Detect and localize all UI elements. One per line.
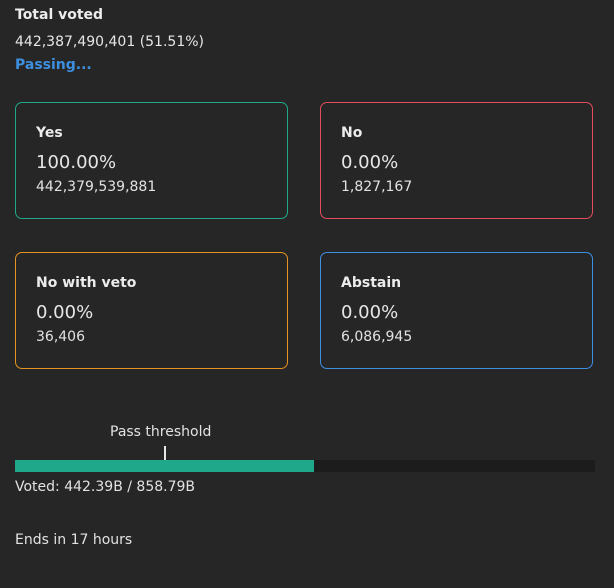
option-card-no-with-veto: No with veto 0.00% 36,406	[15, 252, 288, 369]
option-card-abstain: Abstain 0.00% 6,086,945	[320, 252, 593, 369]
option-label: No	[341, 125, 363, 141]
option-percent: 0.00%	[341, 152, 399, 173]
option-percent: 0.00%	[36, 302, 94, 323]
option-label: No with veto	[36, 275, 137, 291]
pass-threshold-marker	[163, 446, 166, 460]
voted-amount: Voted: 442.39B / 858.79B	[15, 479, 196, 495]
option-count: 6,086,945	[341, 329, 413, 345]
ends-in-text: Ends in 17 hours	[15, 532, 133, 548]
option-percent: 100.00%	[36, 152, 117, 173]
pass-threshold-label: Pass threshold	[110, 424, 212, 440]
option-card-no: No 0.00% 1,827,167	[320, 102, 593, 219]
option-label: Yes	[36, 125, 63, 141]
option-label: Abstain	[341, 275, 402, 291]
vote-progress-bar	[15, 460, 595, 472]
option-count: 442,379,539,881	[36, 179, 157, 195]
option-count: 36,406	[36, 329, 85, 345]
total-voted-value: 442,387,490,401 (51.51%)	[15, 34, 204, 50]
vote-progress-fill	[15, 460, 314, 472]
status-text: Passing...	[15, 57, 92, 73]
option-card-yes: Yes 100.00% 442,379,539,881	[15, 102, 288, 219]
option-count: 1,827,167	[341, 179, 413, 195]
total-voted-label: Total voted	[15, 7, 104, 23]
option-percent: 0.00%	[341, 302, 399, 323]
